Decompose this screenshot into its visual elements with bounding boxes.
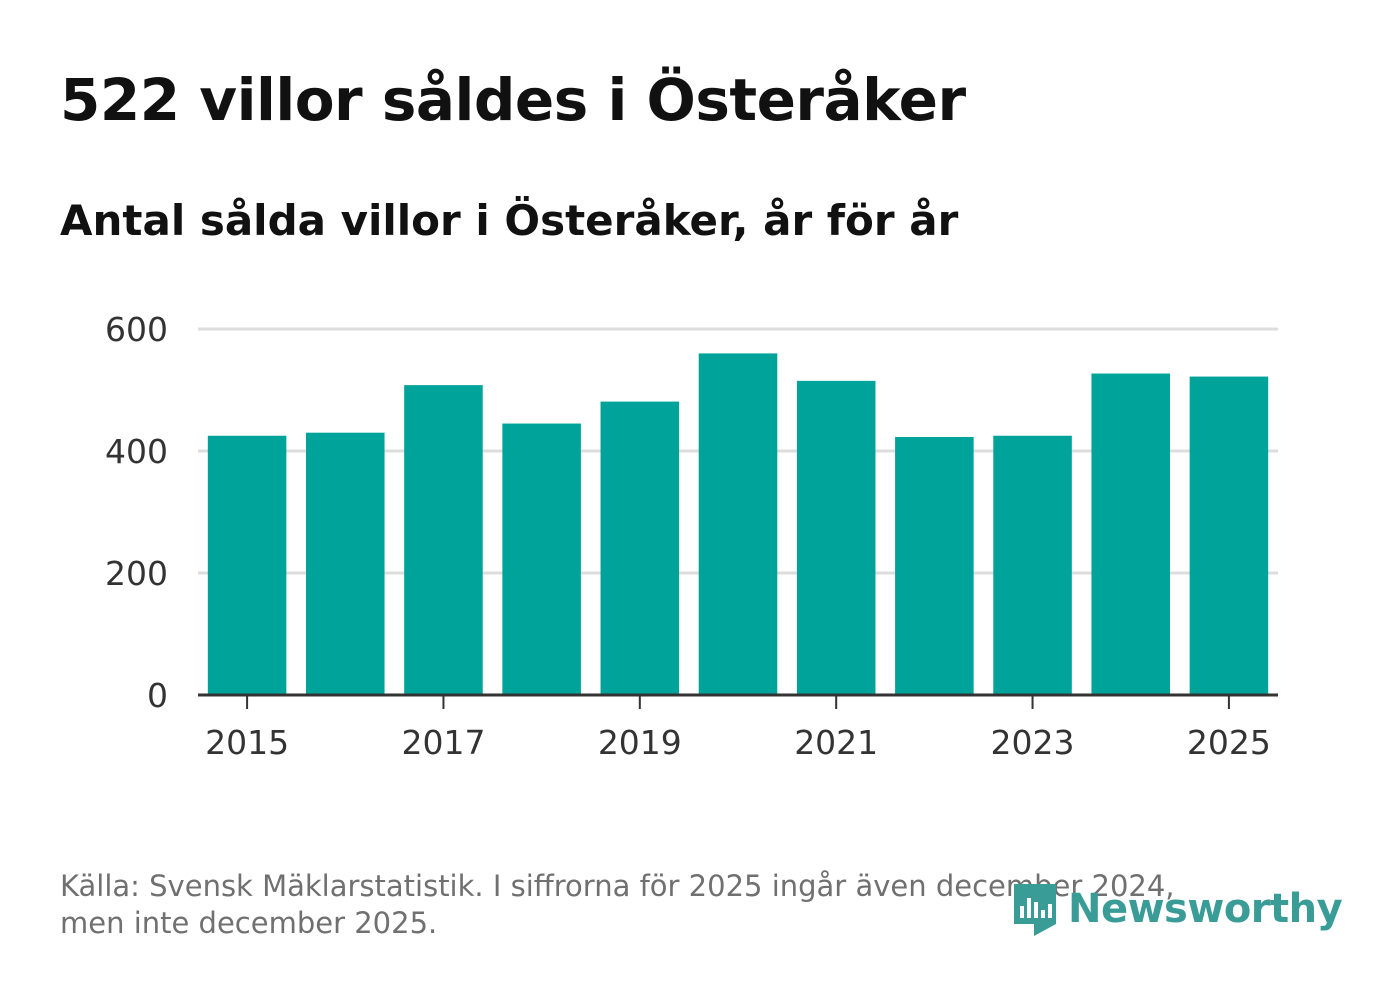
x-tick-label-2025: 2025 [1187, 723, 1271, 762]
source-note-line-1: Källa: Svensk Mäklarstatistik. I siffror… [60, 869, 1175, 903]
source-note-line-2: men inte december 2025. [60, 906, 438, 940]
bar-2018 [502, 423, 581, 695]
bar-2022 [895, 436, 974, 695]
axes: 0 200 400 600 2015 2017 2019 2021 2023 2025 [105, 310, 1278, 762]
newsworthy-logo-icon [1014, 884, 1056, 936]
y-tick-label-200: 200 [105, 554, 168, 593]
bar-2023 [993, 435, 1072, 695]
bars [207, 353, 1269, 695]
source-note: Källa: Svensk Mäklarstatistik. I siffror… [60, 868, 1260, 942]
brand-logo: Newsworthy [1010, 880, 1343, 938]
bar-2025 [1189, 376, 1269, 695]
bar-2016 [306, 432, 385, 695]
x-tick-label-2019: 2019 [598, 723, 682, 762]
x-tick-label-2015: 2015 [205, 723, 289, 762]
chart-title: 522 villor såldes i Österåker [60, 66, 966, 134]
y-tick-label-400: 400 [105, 432, 168, 471]
bar-2020 [698, 353, 778, 695]
x-tick-label-2021: 2021 [794, 723, 878, 762]
x-tick-label-2017: 2017 [401, 723, 485, 762]
x-tick-label-2023: 2023 [991, 723, 1075, 762]
bar-chart: 0 200 400 600 2015 2017 2019 2021 2023 2025 [105, 310, 1278, 762]
bar-2015 [207, 435, 287, 695]
bar-2019 [600, 401, 680, 695]
bar-2024 [1091, 373, 1170, 695]
y-tick-label-0: 0 [147, 676, 168, 715]
bar-2021 [796, 380, 876, 695]
y-tick-label-600: 600 [105, 310, 168, 349]
bar-2017 [404, 385, 483, 695]
chart-subtitle: Antal sålda villor i Österåker, år för å… [60, 196, 959, 245]
brand-name: Newsworthy [1068, 886, 1343, 932]
